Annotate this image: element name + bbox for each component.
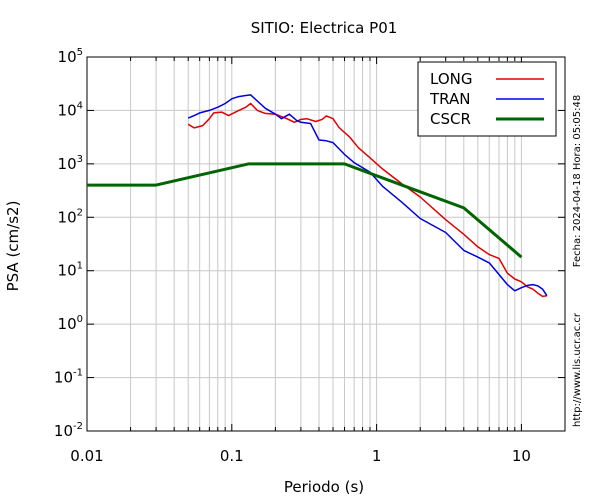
chart-title: SITIO: Electrica P01 — [251, 19, 398, 37]
y-tick-label: 103 — [58, 154, 83, 173]
source-url: http://www.lis.ucr.ac.cr — [572, 312, 583, 427]
y-tick-label: 102 — [58, 207, 83, 226]
y-tick-label: 10-1 — [54, 368, 83, 387]
x-tick-label: 0.1 — [220, 447, 244, 465]
series-lines — [87, 94, 548, 298]
x-axis-label: Periodo (s) — [284, 478, 364, 496]
y-tick-label: 10-2 — [54, 421, 83, 440]
x-tick-label: 0.01 — [70, 447, 103, 465]
y-tick-label: 104 — [58, 100, 83, 119]
series-line-cscr — [87, 162, 523, 259]
axis-ticks: 0.01 0.1 1 10 10-2 10-1 100 101 102 103 104 105 — [54, 47, 566, 465]
legend-label-tran: TRAN — [429, 90, 470, 108]
plot-frame — [86, 56, 566, 432]
date-stamp: Fecha: 2024-04-18 Hora: 05:05:48 — [572, 95, 583, 268]
series-line-tran — [187, 94, 548, 297]
legend: LONG TRAN CSCR — [417, 61, 557, 137]
legend-label-long: LONG — [430, 70, 472, 88]
series-line-long — [187, 102, 548, 298]
y-tick-label: 101 — [58, 261, 83, 280]
y-axis-label: PSA (cm/s2) — [4, 201, 22, 292]
x-tick-label: 10 — [512, 447, 531, 465]
y-tick-label: 105 — [58, 47, 83, 66]
y-tick-label: 100 — [58, 314, 83, 333]
x-tick-label: 1 — [372, 447, 382, 465]
legend-label-cscr: CSCR — [430, 110, 471, 128]
